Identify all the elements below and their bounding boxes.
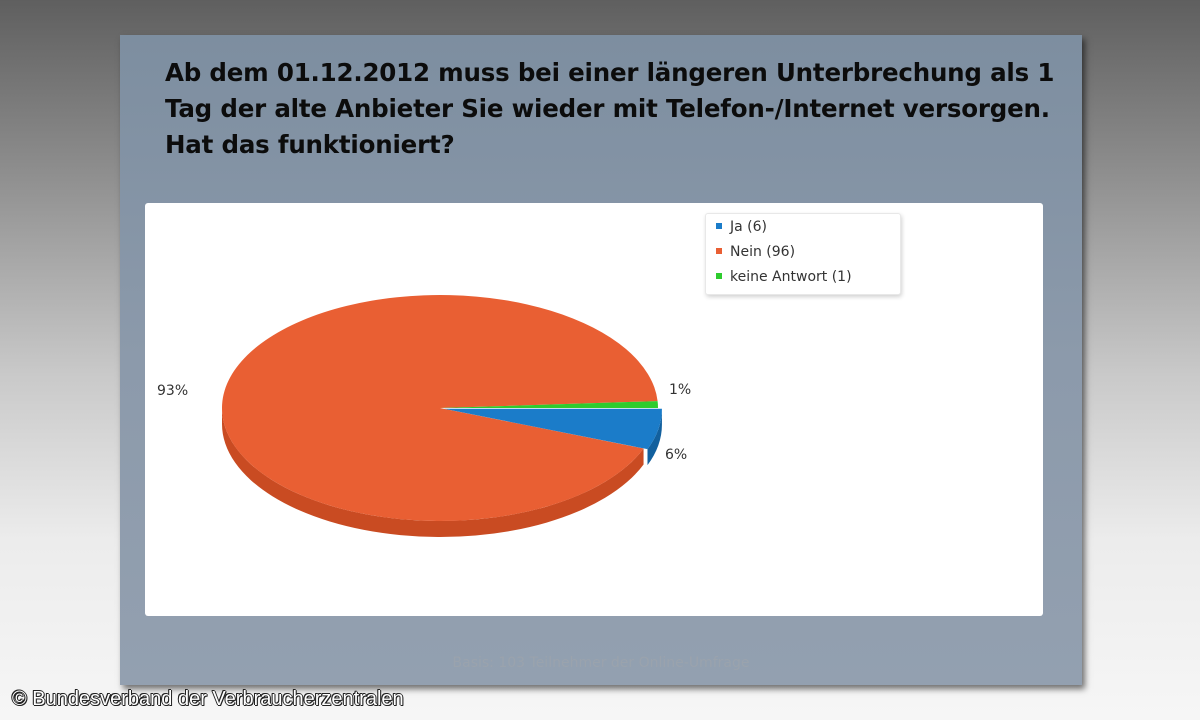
pie-slice-keine-antwort [440,401,658,408]
legend-label-nein: Nein (96) [730,244,796,260]
copyright-notice: © Bundesverband der Verbraucherzentralen [12,688,404,710]
pct-label-nein: 93% [157,383,188,399]
legend-swatch-keine-antwort [716,273,722,279]
legend-item-nein: Nein (96) [716,242,795,262]
pct-label-ja: 6% [665,447,687,463]
chart-title: Ab dem 01.12.2012 muss bei einer längere… [165,58,1055,159]
legend-label-ja: Ja (6) [730,219,767,235]
chart-panel: 93% 1% 6% Ja (6) Nein (96) keine Antwort (… [145,203,1043,616]
slide: Ab dem 01.12.2012 muss bei einer längere… [120,35,1082,685]
pct-label-keine-antwort: 1% [669,382,691,398]
legend-item-keine-antwort: keine Antwort (1) [716,267,852,287]
legend-label-keine-antwort: keine Antwort (1) [730,269,852,285]
pie-side-ja [647,408,662,466]
legend-swatch-nein [716,248,722,254]
legend-swatch-ja [716,223,722,229]
pie-slice-nein [221,295,658,521]
pie-chart: 93% 1% 6% [157,295,691,537]
pie-slice-ja [443,408,662,450]
chart-legend: Ja (6) Nein (96) keine Antwort (1) [705,213,901,295]
footnote: Basis: 103 Teilnehmer der Online-Umfrage [452,655,750,671]
legend-item-ja: Ja (6) [716,217,767,237]
